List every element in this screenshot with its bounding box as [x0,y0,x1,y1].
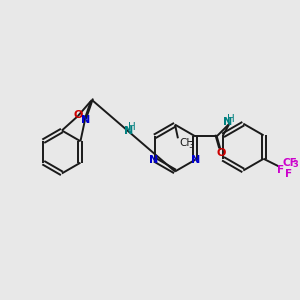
Text: CF: CF [282,158,297,168]
Text: N: N [191,155,200,165]
Text: CH: CH [179,138,194,148]
Text: N: N [149,155,158,165]
Text: O: O [73,110,83,120]
Text: 3: 3 [189,141,194,150]
Text: F: F [277,166,284,176]
Text: F: F [285,169,292,179]
Text: O: O [217,148,226,158]
Text: N: N [223,117,232,127]
Text: H: H [128,122,135,132]
Text: 3: 3 [293,160,298,169]
Text: N: N [124,126,133,136]
Text: H: H [226,114,234,124]
Text: N: N [81,115,91,125]
